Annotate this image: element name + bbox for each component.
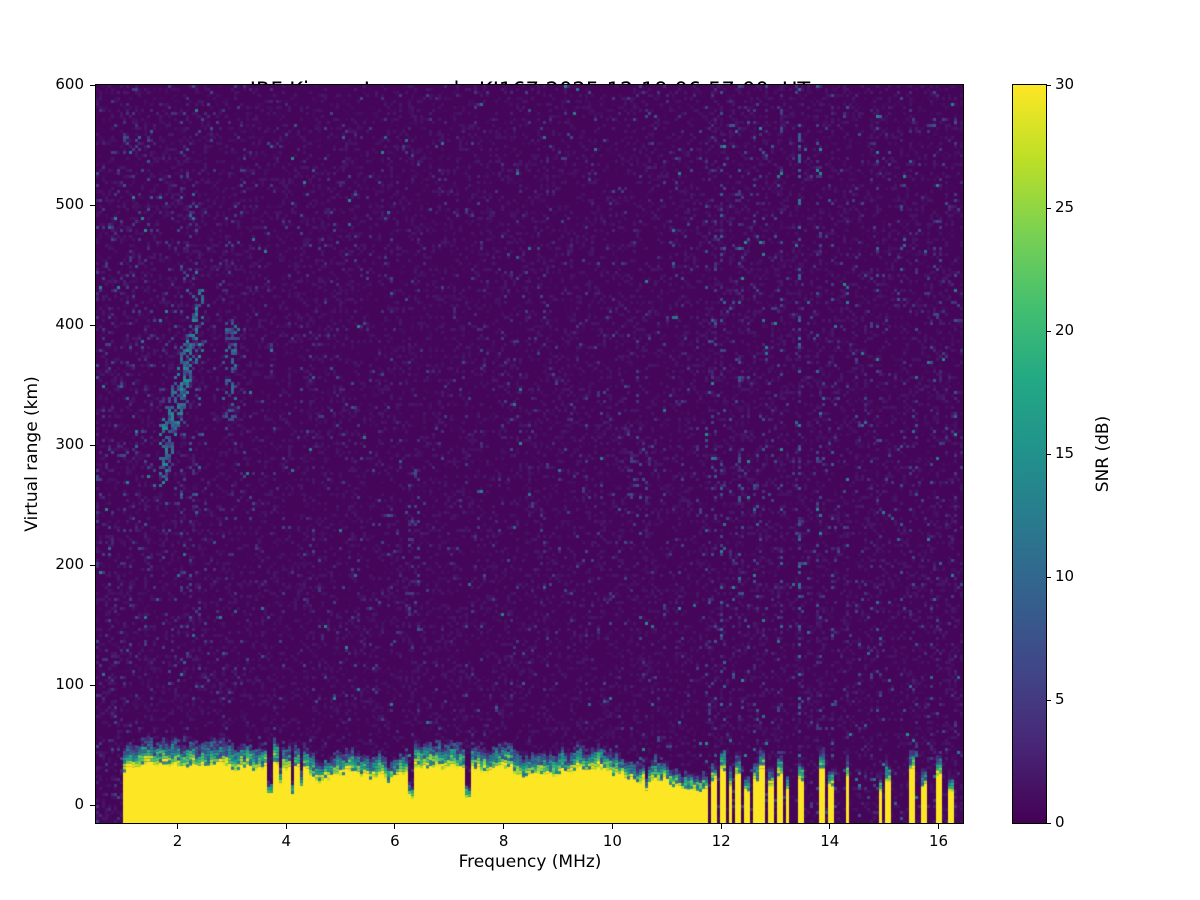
colorbar-tick-mark (1046, 330, 1051, 332)
x-tick-label: 2 (172, 832, 183, 850)
y-tick-mark (90, 804, 95, 806)
x-tick-mark (177, 824, 179, 829)
x-tick-mark (285, 824, 287, 829)
colorbar-tick-mark (1046, 699, 1051, 701)
colorbar-label: SNR (dB) (1093, 415, 1113, 493)
x-tick-mark (611, 824, 613, 829)
colorbar-tick-label: 15 (1055, 444, 1075, 462)
y-tick-label: 500 (55, 195, 84, 213)
colorbar-tick-label: 5 (1055, 690, 1065, 708)
colorbar-tick-label: 10 (1055, 567, 1075, 585)
y-tick-mark (90, 84, 95, 86)
colorbar-tick-label: 20 (1055, 321, 1075, 339)
colorbar-tick-label: 0 (1055, 813, 1065, 831)
y-tick-mark (90, 324, 95, 326)
y-axis-label: Virtual range (km) (22, 376, 42, 532)
colorbar-tick-mark (1046, 453, 1051, 455)
colorbar (1012, 84, 1047, 824)
x-tick-mark (394, 824, 396, 829)
y-tick-label: 200 (55, 555, 84, 573)
y-tick-mark (90, 684, 95, 686)
colorbar-tick-label: 30 (1055, 75, 1075, 93)
colorbar-tick-mark (1046, 822, 1051, 824)
colorbar-tick-mark (1046, 207, 1051, 209)
y-tick-label: 100 (55, 675, 84, 693)
plot-area (95, 84, 964, 824)
x-tick-label: 10 (602, 832, 622, 850)
colorbar-tick-mark (1046, 84, 1051, 86)
x-tick-mark (503, 824, 505, 829)
x-tick-label: 16 (928, 832, 949, 850)
y-tick-mark (90, 204, 95, 206)
x-axis-label: Frequency (MHz) (458, 852, 602, 872)
x-tick-label: 8 (498, 832, 509, 850)
x-tick-label: 14 (820, 832, 840, 850)
y-tick-mark (90, 564, 95, 566)
x-tick-mark (829, 824, 831, 829)
colorbar-tick-mark (1046, 576, 1051, 578)
x-tick-label: 12 (711, 832, 731, 850)
x-tick-mark (720, 824, 722, 829)
y-tick-label: 400 (55, 315, 84, 333)
y-tick-label: 600 (55, 75, 84, 93)
x-tick-mark (938, 824, 940, 829)
colorbar-tick-label: 25 (1055, 198, 1075, 216)
ionogram-heatmap-canvas (96, 85, 963, 823)
y-tick-label: 0 (74, 795, 84, 813)
y-tick-mark (90, 444, 95, 446)
y-tick-label: 300 (55, 435, 84, 453)
x-tick-label: 4 (281, 832, 292, 850)
x-tick-label: 6 (390, 832, 400, 850)
